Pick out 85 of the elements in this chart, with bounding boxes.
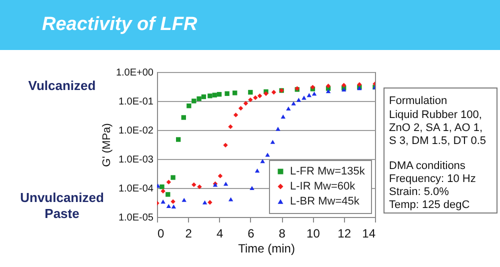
text: DMA conditions — [389, 160, 466, 172]
point — [223, 142, 228, 148]
point — [286, 106, 291, 111]
point — [170, 175, 176, 180]
point — [192, 182, 196, 188]
point — [326, 89, 331, 94]
x-axis-title: Time (min) — [238, 242, 295, 256]
point — [171, 204, 176, 209]
x-tick-label: 6 — [248, 226, 255, 240]
y-tick-label: 1.0E-02 — [118, 126, 154, 136]
point — [208, 94, 212, 98]
y-tick-label: 1.0E-01 — [118, 96, 154, 108]
x-tick-label: 2 — [185, 226, 192, 240]
y-tick-label: 1.0E-05 — [118, 212, 154, 224]
point — [212, 92, 217, 98]
text: Formulation — [389, 95, 448, 107]
text: ZnO 2, SA 1, AO 1, — [389, 122, 483, 134]
point — [197, 184, 202, 190]
text: Strain: 5.0% — [389, 186, 450, 198]
point — [357, 82, 362, 87]
point — [182, 198, 186, 202]
legend-label: L-IR Mw=60k — [290, 180, 356, 192]
x-tick-label: 8 — [278, 226, 286, 240]
text: Temp: 125 degC — [389, 199, 470, 211]
point — [166, 180, 172, 184]
chart-title: Reactivity of LFR — [42, 14, 198, 35]
point — [170, 199, 176, 204]
point — [233, 112, 238, 118]
point — [160, 184, 164, 190]
y-tick-label: 1.0E-04 — [118, 184, 154, 194]
point — [181, 115, 186, 120]
point — [166, 192, 170, 197]
point — [160, 188, 166, 194]
point — [243, 101, 248, 106]
point — [196, 96, 202, 102]
point — [312, 92, 317, 96]
point — [291, 101, 296, 106]
point — [248, 97, 253, 102]
point — [223, 182, 228, 186]
text: Vulcanized — [28, 78, 96, 93]
point — [176, 137, 181, 142]
point — [228, 124, 233, 130]
point — [201, 94, 206, 100]
point — [276, 126, 280, 131]
point — [186, 104, 192, 108]
point — [265, 152, 270, 157]
text: Frequency: 10 Hz — [389, 173, 476, 185]
point — [224, 91, 230, 96]
point — [250, 186, 254, 190]
x-tick-label: 14 — [362, 226, 376, 240]
point — [254, 168, 260, 173]
point — [160, 200, 166, 204]
point — [253, 95, 258, 100]
point — [248, 90, 253, 95]
legend-label: L-FR Mw=135k — [290, 166, 366, 178]
point — [257, 94, 262, 98]
point — [270, 140, 276, 144]
point — [280, 114, 286, 119]
point — [228, 197, 234, 202]
point — [296, 98, 302, 102]
point — [260, 159, 265, 164]
x-tick-label: 4 — [216, 226, 224, 240]
y-tick-label: 1.0E-03 — [118, 154, 154, 166]
text: Unvulcanized Paste — [20, 190, 104, 221]
x-tick-label: 12 — [338, 226, 352, 240]
point — [192, 98, 196, 104]
point — [306, 93, 312, 98]
x-tick-label: 0 — [158, 226, 164, 240]
point — [216, 92, 222, 97]
point — [157, 184, 160, 188]
text: Liquid Rubber 100, — [389, 109, 482, 121]
point — [326, 84, 331, 88]
point — [218, 174, 223, 178]
legend-label: L-BR Mw=45k — [290, 196, 360, 208]
point — [208, 200, 212, 205]
point — [232, 90, 238, 96]
text: S 3, DM 1.5, DT 0.5 — [389, 135, 486, 147]
y-tick-label: 1.0E+00 — [116, 68, 154, 78]
point — [342, 82, 346, 88]
point — [166, 204, 172, 208]
y-axis-title: G' (MPa) — [100, 123, 113, 167]
x-tick-label: 10 — [306, 226, 320, 240]
point — [238, 106, 244, 111]
point — [271, 90, 276, 95]
point — [202, 200, 208, 204]
